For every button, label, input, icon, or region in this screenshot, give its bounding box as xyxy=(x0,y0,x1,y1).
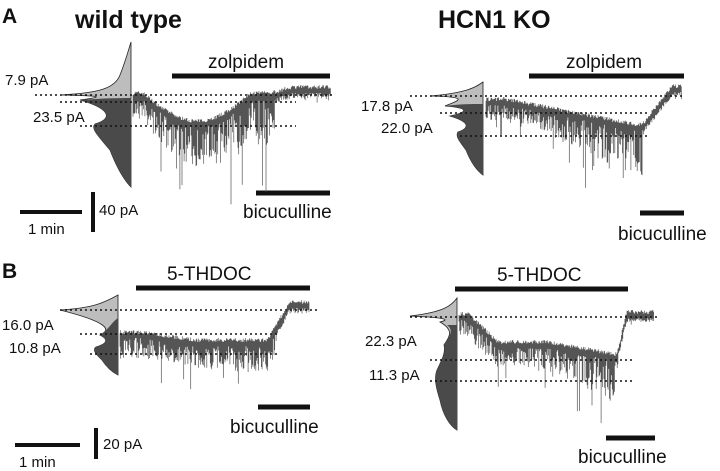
a-left-amp-upper: 7.9 pA xyxy=(5,72,49,89)
b-right-blocker-label: bicuculline xyxy=(578,447,667,468)
b-right-amp-lower: 11.3 pA xyxy=(369,367,420,384)
a-right-histogram-dark xyxy=(445,104,483,175)
a-left-amp-lower: 23.5 pA xyxy=(33,109,85,126)
b-right-amp-upper: 22.3 pA xyxy=(365,333,417,350)
a-right-trace xyxy=(485,84,682,188)
a-right-drug-label: zolpidem xyxy=(566,52,643,73)
b-right-histogram-dark xyxy=(435,325,457,430)
b-left-histogram-dark xyxy=(94,318,118,375)
a-scale-current-label: 40 pA xyxy=(99,202,139,219)
b-left-trace xyxy=(119,300,310,390)
b-left-drug-label: 5-THDOC xyxy=(167,264,252,285)
a-scale-time-label: 1 min xyxy=(28,221,65,238)
a-left-histogram-dark xyxy=(80,98,131,187)
b-scale-current-label: 20 pA xyxy=(103,436,143,453)
b-scale-time-label: 1 min xyxy=(19,454,56,471)
a-right-blocker-label: bicuculline xyxy=(618,224,707,245)
a-right-amp-lower: 22.0 pA xyxy=(381,120,433,137)
a-left-blocker-label: bicuculline xyxy=(243,202,332,223)
hcn1-ko-title: HCN1 KO xyxy=(438,6,551,34)
b-left-amp-upper: 16.0 pA xyxy=(2,317,54,334)
a-left-drug-label: zolpidem xyxy=(208,52,285,73)
a-left-trace xyxy=(132,85,331,205)
b-right-drug-label: 5-THDOC xyxy=(497,265,582,286)
a-right-amp-upper: 17.8 pA xyxy=(361,98,413,115)
b-left-blocker-label: bicuculline xyxy=(230,417,319,438)
b-left-amp-lower: 10.8 pA xyxy=(9,340,61,357)
b-right-trace xyxy=(458,310,654,424)
panel-b-label: B xyxy=(2,260,18,283)
wild-type-title: wild type xyxy=(75,6,182,34)
panel-a-label: A xyxy=(2,5,18,28)
